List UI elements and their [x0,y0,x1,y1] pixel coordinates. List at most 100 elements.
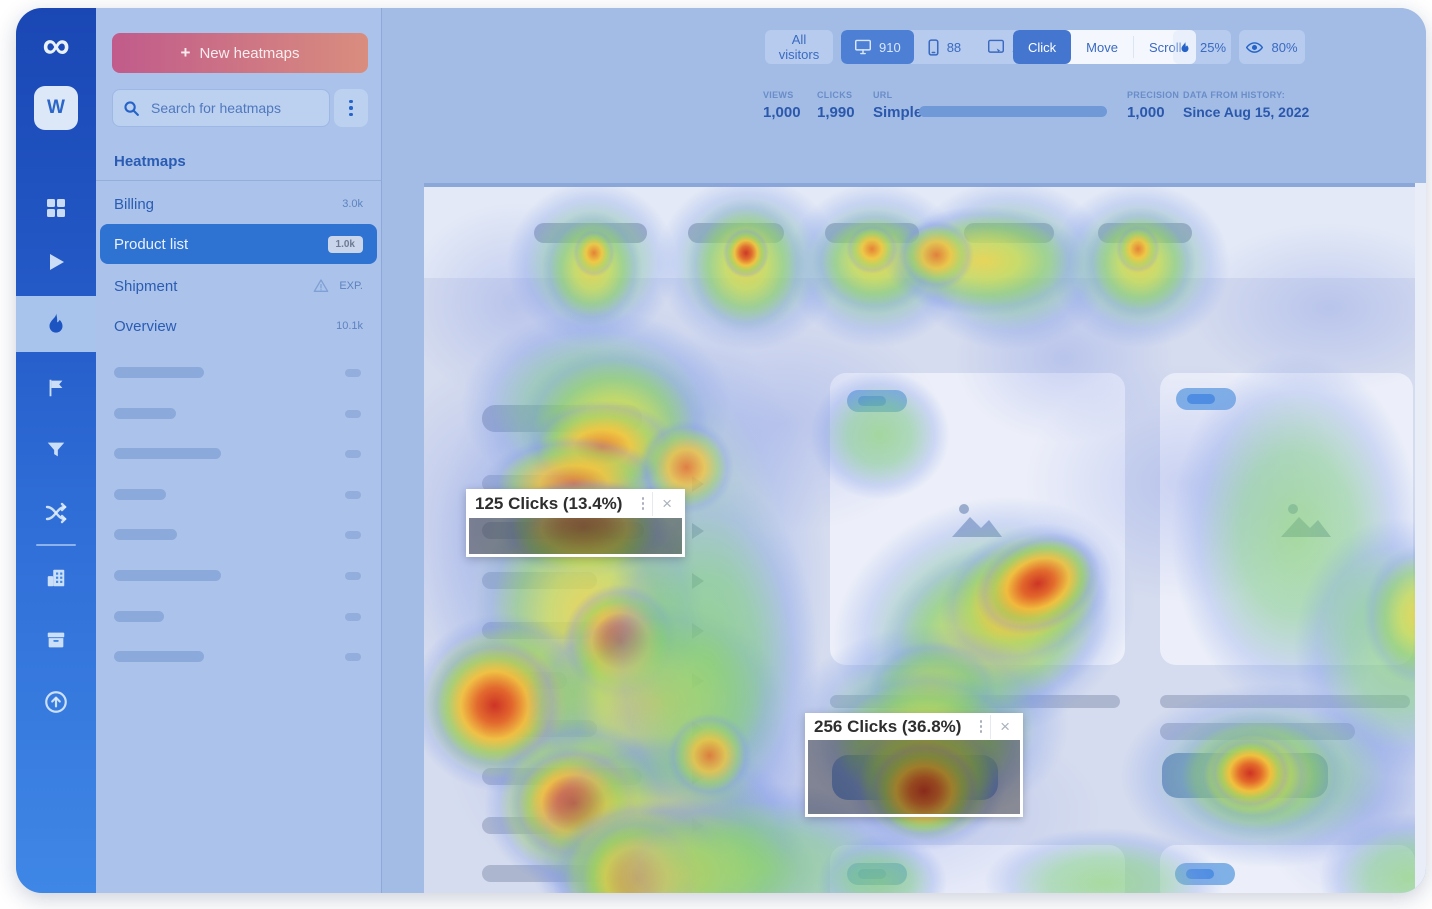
mobile-icon [927,38,940,56]
heatmap-item-count: EXP. [339,280,363,292]
tooltip-selected-region [805,740,1023,817]
play-icon [44,250,68,274]
heatmap-item-count-badge: 1.0k [327,235,363,253]
heat-blob [810,370,950,500]
heatmap-item-label: Shipment [114,277,178,295]
device-desktop-count: 910 [879,39,901,55]
eye-icon [1246,41,1264,54]
stat-views-label: VIEWS [763,90,794,100]
heatmap-viewport: 125 Clicks (13.4%) × 256 Clicks (36.8%) … [424,183,1426,893]
tablet-icon [987,39,1005,55]
flame-small-icon [1178,40,1192,55]
heatmap-item-count: 3.0k [342,198,363,210]
device-desktop-button[interactable]: 910 [841,30,914,64]
new-heatmaps-button[interactable]: + New heatmaps [112,33,368,73]
app-logo-infinity-icon[interactable]: ∞ [42,24,70,67]
stat-views-value: 1,000 [763,104,801,121]
stat-history: DATA FROM HISTORY: Since Aug 15, 2022 [1183,90,1309,120]
heatmap-item-label: Overview [114,317,177,335]
heatmap-item-overview[interactable]: Overview 10.1k [96,306,381,346]
heatmap-item-count: 10.1k [336,320,363,332]
heatmap-item-shipment[interactable]: Shipment EXP. [96,266,381,306]
rail-item-funnels[interactable] [16,422,96,478]
tooltip-text: 256 Clicks (36.8%) [814,716,962,736]
device-filter-group: 910 88 2 [841,30,1033,64]
skeleton-row [96,555,381,595]
main-area: All visitors 910 88 2 [381,8,1426,893]
heatmaps-panel: + New heatmaps Heatmaps Billing 3.0k Pro… [96,8,382,893]
crossed-paths-icon [44,501,68,525]
heatmap-item-billing[interactable]: Billing 3.0k [96,184,381,224]
rail-item-journeys[interactable] [16,485,96,541]
page-top-edge [424,183,1415,187]
rail-item-dashboard[interactable] [16,180,96,236]
stat-clicks: CLICKS 1,990 [817,90,855,121]
skeleton-row [96,596,381,636]
search-input[interactable] [149,99,319,117]
desktop-icon [854,39,872,55]
search-icon [123,100,140,117]
stat-url: URL Simple: [873,90,927,121]
skeleton-row [96,352,381,392]
tooltip-kebab-icon[interactable] [972,720,991,733]
rail-item-upgrade[interactable] [16,674,96,730]
skeleton-row [96,393,381,433]
tooltip-kebab-icon[interactable] [634,497,653,510]
rail-item-company[interactable] [16,550,96,606]
mode-scroll-button[interactable]: Scroll [1134,30,1197,64]
mode-click-button[interactable]: Click [1013,30,1072,64]
funnel-icon [45,439,67,461]
stat-history-value: Since Aug 15, 2022 [1183,104,1310,120]
flame-icon [43,311,69,337]
heatmap-item-product-list[interactable]: Product list 1.0k [100,224,377,264]
stat-precision: PRECISION 1,000 [1127,90,1179,121]
heat-opacity-value: 25% [1199,39,1227,55]
stat-history-label: DATA FROM HISTORY: [1183,90,1286,100]
kebab-icon [349,99,353,117]
mode-move-label: Move [1086,39,1118,55]
visibility-value: 80% [1271,39,1298,55]
stat-clicks-value: 1,990 [817,104,855,121]
new-heatmaps-label: New heatmaps [199,44,300,62]
mode-move-button[interactable]: Move [1071,30,1133,64]
skeleton-row [96,514,381,554]
all-visitors-button[interactable]: All visitors [765,30,833,64]
app-window: ∞ W [16,8,1426,893]
archive-box-icon [45,629,67,651]
click-tooltip-2: 256 Clicks (36.8%) × [805,713,1023,817]
stat-precision-value: 1,000 [1127,104,1165,121]
heat-blob [1116,225,1160,273]
tooltip-close-icon[interactable]: × [652,491,681,516]
stat-url-prefix: Simple: [873,104,928,121]
arrow-up-circle-icon [43,689,69,715]
rail-item-archive[interactable] [16,612,96,668]
warning-triangle-icon [313,278,329,294]
skeleton-row [96,636,381,676]
icon-rail: ∞ W [16,8,96,893]
click-tooltip-1: 125 Clicks (13.4%) × [466,489,685,557]
device-mobile-button[interactable]: 88 [914,30,974,64]
workspace-avatar[interactable]: W [34,86,78,130]
stat-url-label: URL [873,90,893,100]
mode-scroll-label: Scroll [1148,39,1182,55]
heat-blob [573,229,615,277]
panel-section-title: Heatmaps [114,153,186,170]
device-mobile-count: 88 [946,39,962,55]
all-visitors-label: All visitors [778,32,820,62]
url-value-pill[interactable] [919,106,1107,117]
search-box [112,89,330,127]
heat-blob [723,228,769,278]
rail-item-recordings[interactable] [16,234,96,290]
visibility-button[interactable]: 80% [1239,30,1305,64]
heatmap-item-label: Billing [114,195,155,213]
heat-opacity-button[interactable]: 25% [1173,30,1231,64]
mode-separator [1132,36,1134,58]
heat-blob [1209,737,1291,809]
tooltip-text: 125 Clicks (13.4%) [475,493,623,513]
tooltip-close-icon[interactable]: × [990,714,1019,739]
panel-more-button[interactable] [334,89,368,127]
rail-item-flags[interactable] [16,360,96,416]
rail-item-heatmaps[interactable] [16,296,96,352]
heat-blob [898,220,974,290]
